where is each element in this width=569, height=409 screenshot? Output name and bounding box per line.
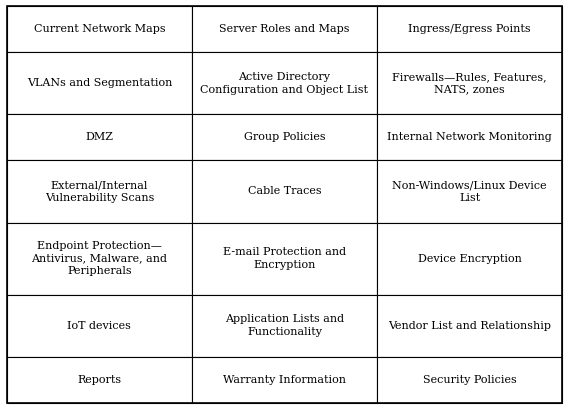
Bar (192, 115, 377, 160)
Text: Non-Windows/Linux Device
List: Non-Windows/Linux Device List (392, 180, 547, 203)
Bar (7, 222, 192, 294)
Bar (377, 222, 562, 294)
Text: DMZ: DMZ (85, 133, 113, 142)
Text: Reports: Reports (77, 375, 121, 385)
Bar (7, 160, 192, 222)
Bar (7, 6, 192, 52)
Text: E-mail Protection and
Encryption: E-mail Protection and Encryption (223, 247, 346, 270)
Bar (7, 294, 192, 357)
Bar (7, 115, 192, 160)
Bar (7, 357, 192, 403)
Bar (192, 6, 377, 52)
Text: Internal Network Monitoring: Internal Network Monitoring (387, 133, 552, 142)
Bar (377, 52, 562, 115)
Bar (192, 357, 377, 403)
Text: Device Encryption: Device Encryption (418, 254, 522, 263)
Bar (192, 294, 377, 357)
Text: Security Policies: Security Policies (423, 375, 517, 385)
Text: Cable Traces: Cable Traces (248, 187, 321, 196)
Text: Vendor List and Relationship: Vendor List and Relationship (388, 321, 551, 331)
Bar (192, 222, 377, 294)
Text: Server Roles and Maps: Server Roles and Maps (219, 24, 350, 34)
Text: Firewalls—Rules, Features,
NATS, zones: Firewalls—Rules, Features, NATS, zones (392, 72, 547, 95)
Text: External/Internal
Vulnerability Scans: External/Internal Vulnerability Scans (45, 180, 154, 203)
Text: Current Network Maps: Current Network Maps (34, 24, 165, 34)
Bar (192, 160, 377, 222)
Bar (377, 6, 562, 52)
Text: Active Directory
Configuration and Object List: Active Directory Configuration and Objec… (200, 72, 369, 95)
Text: Group Policies: Group Policies (244, 133, 325, 142)
Bar (192, 52, 377, 115)
Text: Ingress/Egress Points: Ingress/Egress Points (409, 24, 531, 34)
Text: VLANs and Segmentation: VLANs and Segmentation (27, 78, 172, 88)
Bar (377, 115, 562, 160)
Text: Endpoint Protection—
Antivirus, Malware, and
Peripherals: Endpoint Protection— Antivirus, Malware,… (31, 241, 167, 276)
Bar (377, 160, 562, 222)
Bar (377, 294, 562, 357)
Text: Application Lists and
Functionality: Application Lists and Functionality (225, 314, 344, 337)
Text: IoT devices: IoT devices (68, 321, 131, 331)
Bar (7, 52, 192, 115)
Text: Warranty Information: Warranty Information (223, 375, 346, 385)
Bar (377, 357, 562, 403)
